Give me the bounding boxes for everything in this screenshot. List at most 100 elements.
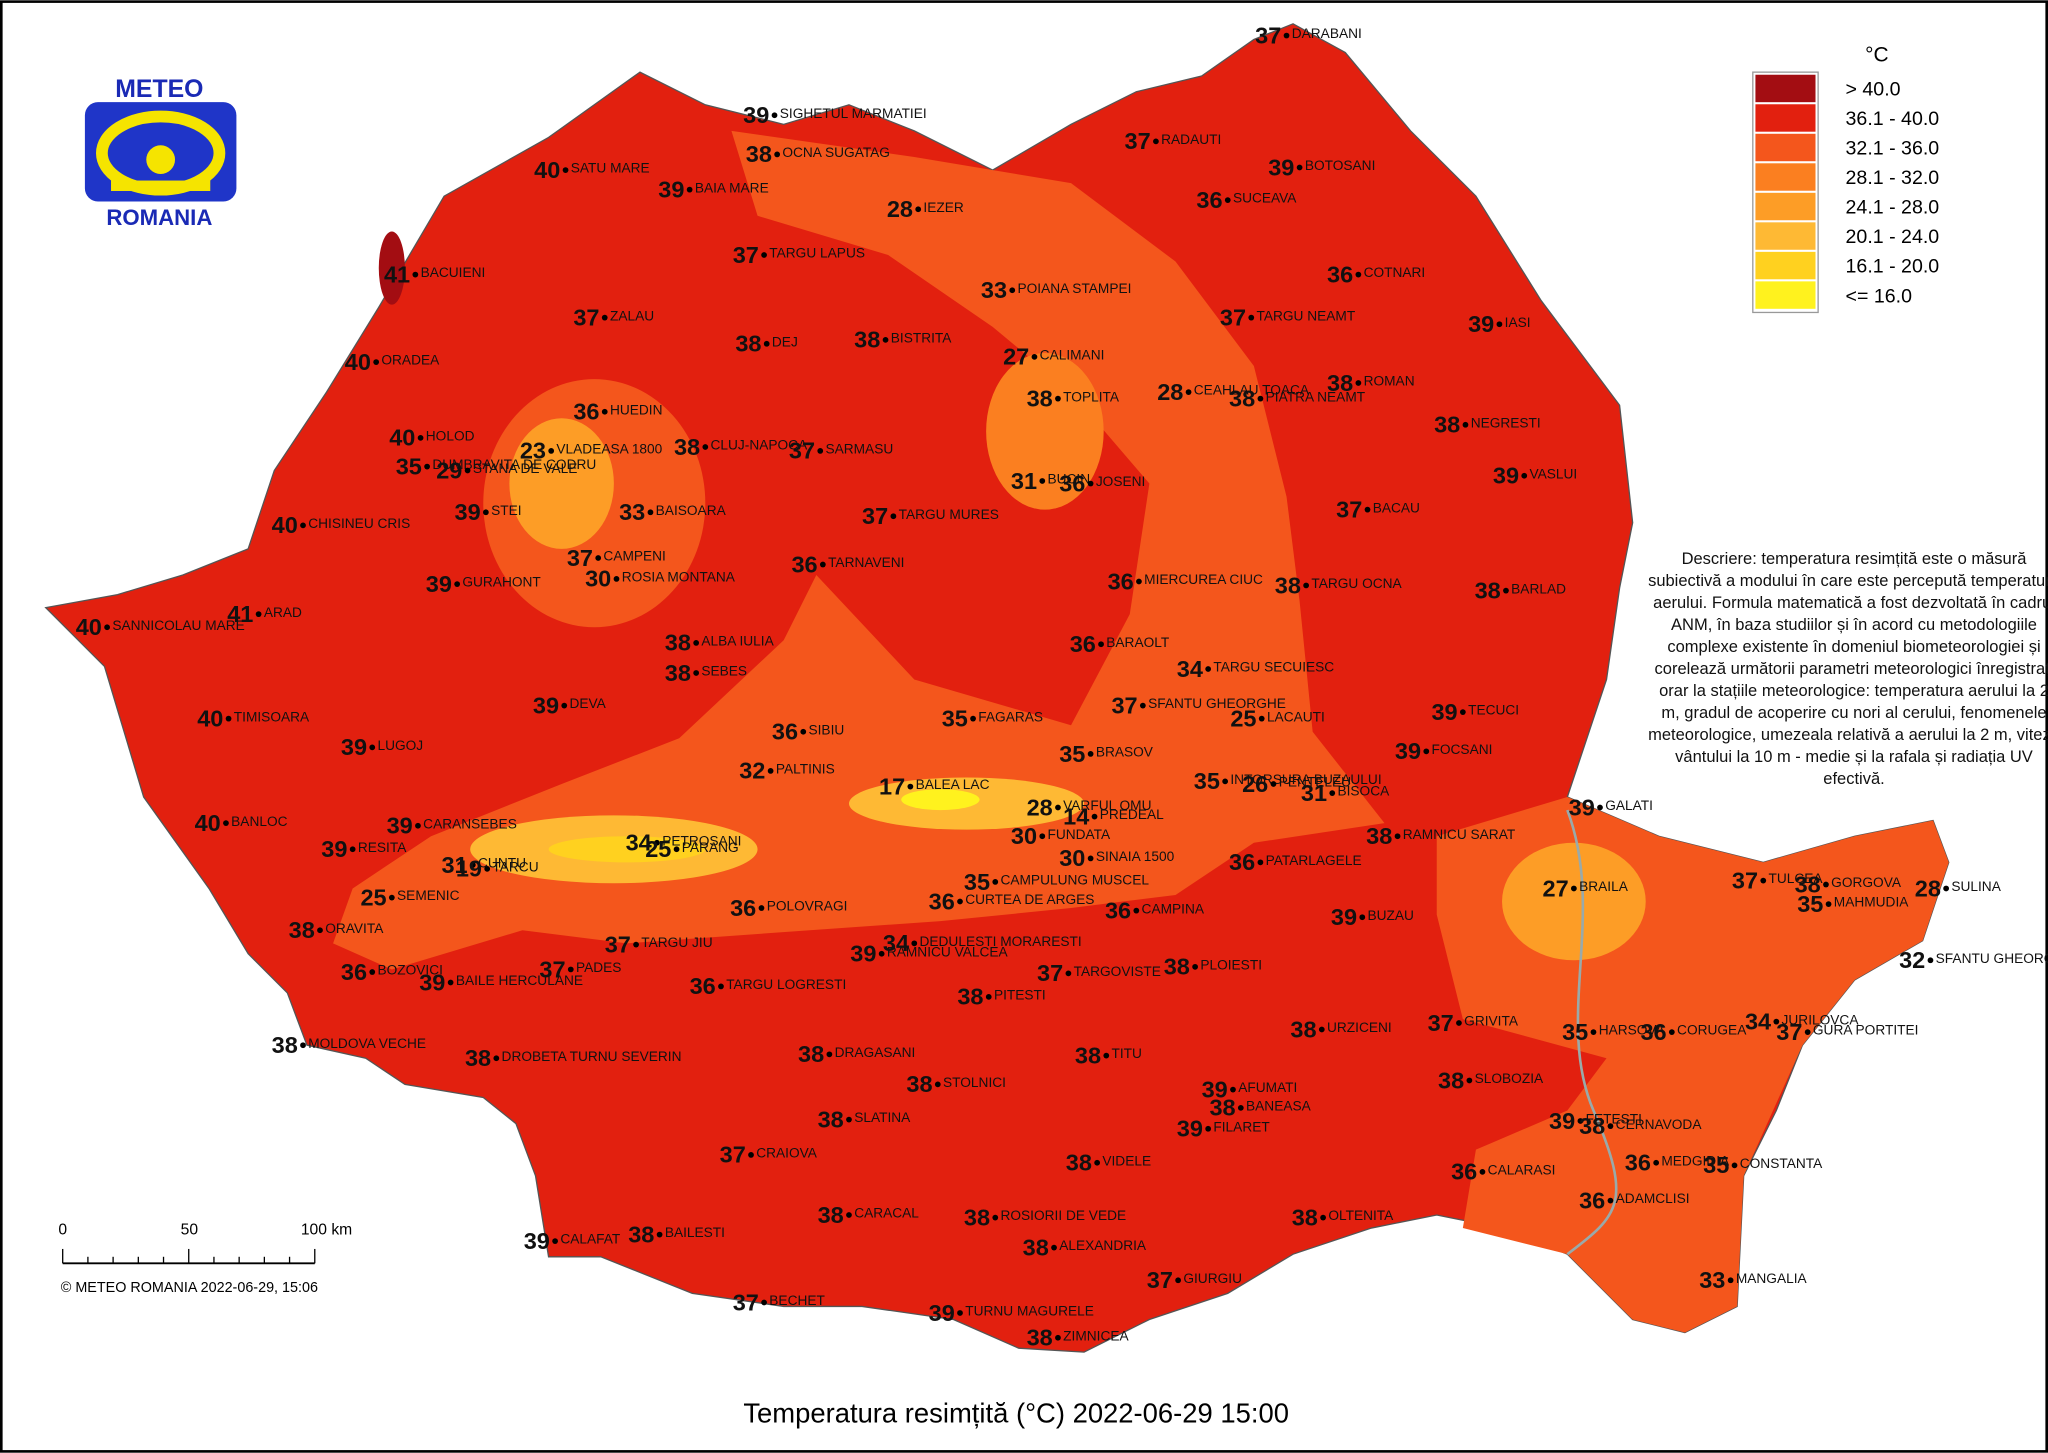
station-name: PITESTI [994, 987, 1046, 1002]
station-dot [1773, 1018, 1780, 1025]
station-dot [1248, 314, 1255, 321]
station-dot [613, 576, 620, 582]
station-dot [758, 905, 765, 911]
station-name: VARFUL OMU [1063, 798, 1151, 813]
station-dot [1607, 1123, 1614, 1130]
station-value: 37 [1255, 22, 1281, 48]
station-dot [957, 1310, 963, 1316]
legend-label: 16.1 - 20.0 [1846, 256, 1940, 278]
station-dot [317, 927, 323, 934]
station-name: SFANTU GHEORGHE [1936, 951, 2048, 966]
station-value: 31 [1011, 468, 1037, 494]
station-name: CUNTU [478, 856, 526, 871]
station-name: DEJ [772, 334, 798, 349]
station-value: 28 [1027, 794, 1053, 820]
station-value: 26 [1242, 771, 1268, 797]
station-name: TARGU SECUIESC [1213, 660, 1334, 675]
station-dot [548, 448, 555, 454]
station-name: TARGU NEAMT [1256, 308, 1355, 323]
station-value: 38 [1366, 823, 1392, 849]
station-value: 36 [1327, 261, 1353, 287]
scale-bar: 0 50 100 km © METEO ROMANIA 2022-06-29, … [58, 1222, 352, 1296]
station-dot [484, 865, 491, 872]
station-dot [601, 408, 608, 415]
station-name: PADES [576, 960, 621, 975]
station-name: TARGU LAPUS [769, 246, 865, 261]
scale-label: 100 km [301, 1222, 352, 1239]
station-name: CARACAL [854, 1206, 919, 1221]
station-dot [1224, 197, 1231, 204]
station-name: IASI [1505, 315, 1531, 330]
station-dot [1466, 1077, 1473, 1084]
station-value: 36 [1579, 1187, 1605, 1213]
station-value: 36 [1108, 568, 1134, 594]
station-value: 27 [1543, 875, 1569, 901]
station-value: 38 [1066, 1150, 1092, 1176]
legend-swatch [1755, 74, 1816, 103]
station-value: 40 [345, 349, 371, 375]
station-name: TARNAVENI [828, 555, 904, 570]
station-name: VLADEASA 1800 [556, 442, 662, 457]
station-name: TARGU LOGRESTI [726, 977, 846, 992]
station-name: TARGU MURES [899, 507, 999, 522]
station-value: 25 [1230, 705, 1256, 731]
station-dot [1258, 715, 1265, 722]
station-value: 39 [1549, 1108, 1575, 1134]
station-value: 38 [289, 917, 315, 943]
station-name: CARANSEBES [423, 816, 517, 831]
station-dot [774, 151, 781, 158]
station-name: INTORSURA BUZAULUI [1230, 772, 1381, 787]
station-dot [748, 1152, 754, 1158]
station-dot [771, 112, 778, 119]
station-dot [647, 509, 654, 516]
stations: 37 DARABANI 39 SIGHETUL MARMATIEI 38 OCNA SUG… [76, 22, 2048, 1350]
station-value: 37 [567, 545, 593, 571]
station-value: 38 [1275, 572, 1301, 598]
station-name: CHISINEU CRIS [308, 516, 410, 531]
region-high [1502, 842, 1646, 961]
station-dot [1098, 641, 1104, 648]
station-dot [1039, 833, 1046, 840]
station-dot [1597, 804, 1603, 811]
station-name: GALATI [1605, 798, 1653, 813]
station-value: 38 [746, 141, 772, 167]
station-value: 38 [957, 984, 983, 1010]
station-name: MANGALIA [1736, 1271, 1808, 1286]
station-name: FAGARAS [978, 709, 1043, 724]
station-name: CLUJ-NAPOCA [711, 438, 809, 453]
station-dot [761, 1299, 767, 1306]
logo-bottom: ROMANIA [106, 205, 212, 230]
station-name: SATU MARE [571, 161, 650, 176]
station-name: ORADEA [381, 353, 440, 368]
station-value: 38 [798, 1041, 824, 1067]
station-name: SEMENIC [397, 888, 460, 903]
station-value: 40 [195, 810, 221, 836]
station-value: 36 [573, 399, 599, 425]
station-name: RESITA [358, 840, 407, 855]
legend-label: > 40.0 [1846, 79, 1901, 101]
station-dot [1296, 164, 1303, 171]
legend-swatch [1755, 251, 1816, 280]
station-dot [1270, 781, 1277, 787]
station-value: 38 [1327, 370, 1353, 396]
station-name: DARABANI [1292, 26, 1362, 41]
station-name: BRAILA [1579, 879, 1629, 894]
station-dot [567, 966, 574, 973]
station-value: 38 [1579, 1113, 1605, 1139]
station-value: 36 [690, 973, 716, 999]
station-dot [483, 509, 489, 516]
station-value: 38 [1434, 412, 1460, 438]
station-name: VASLUI [1529, 466, 1577, 481]
legend: °C > 40.0 36.1 - 40.0 32.1 - 36.0 28.1 - 32… [1752, 44, 1940, 314]
station-name: SINAIA 1500 [1096, 849, 1175, 864]
station-name: ALBA IULIA [701, 634, 774, 649]
station-value: 29 [436, 457, 462, 483]
station-value: 28 [887, 196, 913, 222]
station-value: 38 [1475, 577, 1501, 603]
station-name: FILARET [1213, 1119, 1270, 1134]
station-dot [388, 894, 395, 901]
station-name: HARSOVA [1599, 1023, 1666, 1038]
station-dot [1727, 1277, 1734, 1284]
station-value: 39 [524, 1228, 550, 1254]
station-value: 35 [964, 869, 990, 895]
